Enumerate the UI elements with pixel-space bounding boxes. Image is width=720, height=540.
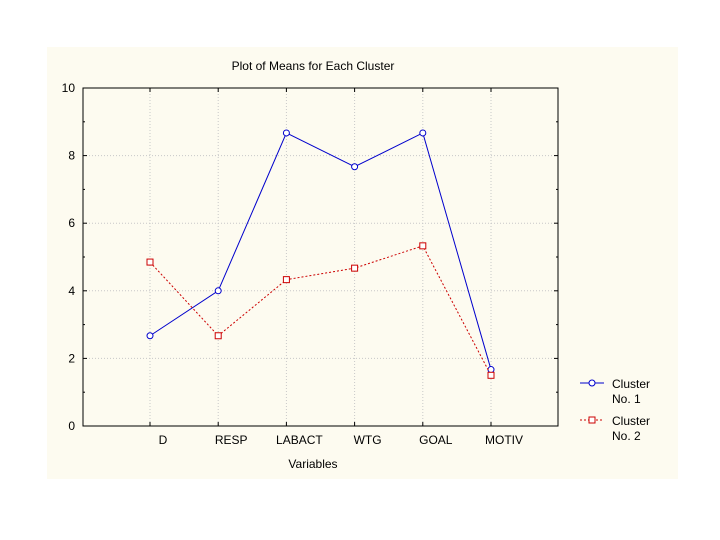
legend-label-2: No. 2 [612, 429, 641, 443]
x-tick-label: RESP [215, 433, 248, 447]
y-tick-label: 4 [68, 284, 75, 298]
x-tick-label: GOAL [419, 433, 453, 447]
x-axis-label: Variables [288, 457, 337, 471]
y-tick-label: 8 [68, 149, 75, 163]
y-tick-label: 6 [68, 216, 75, 230]
series-2-point [214, 332, 222, 340]
legend-marker-1 [588, 379, 596, 387]
legend-label-2: Cluster [612, 414, 650, 428]
series-1-point [214, 287, 222, 295]
series-line-1 [149, 132, 492, 370]
series-2-point [146, 258, 154, 266]
legend-label-1: Cluster [612, 377, 650, 391]
series-1-point [419, 129, 427, 137]
series-1-point [146, 332, 154, 340]
y-tick-label: 2 [68, 351, 75, 365]
legend-label-1: No. 1 [612, 392, 641, 406]
x-tick-label: D [159, 433, 168, 447]
x-tick-label: WTG [354, 433, 382, 447]
plot-area-frame [82, 87, 559, 427]
series-2-point [487, 371, 495, 379]
y-axis: 0 2 4 6 8 10 [62, 81, 558, 433]
series-1-point [282, 129, 290, 137]
series-1-point [351, 163, 359, 171]
series-1-point [487, 366, 495, 374]
chart-title: Plot of Means for Each Cluster [232, 59, 395, 73]
x-tick-label: MOTIV [485, 433, 523, 447]
legend-marker-2 [588, 416, 596, 424]
x-axis: D RESP LABACT WTG GOAL MOTIV [149, 88, 523, 447]
x-tick-label: LABACT [276, 433, 323, 447]
y-tick-label: 10 [62, 81, 76, 95]
series-layer [146, 129, 495, 379]
series-2-point [282, 276, 290, 284]
series-2-point [351, 264, 359, 272]
y-tick-label: 0 [68, 419, 75, 433]
grid-layer [83, 88, 558, 426]
series-2-point [419, 242, 427, 250]
